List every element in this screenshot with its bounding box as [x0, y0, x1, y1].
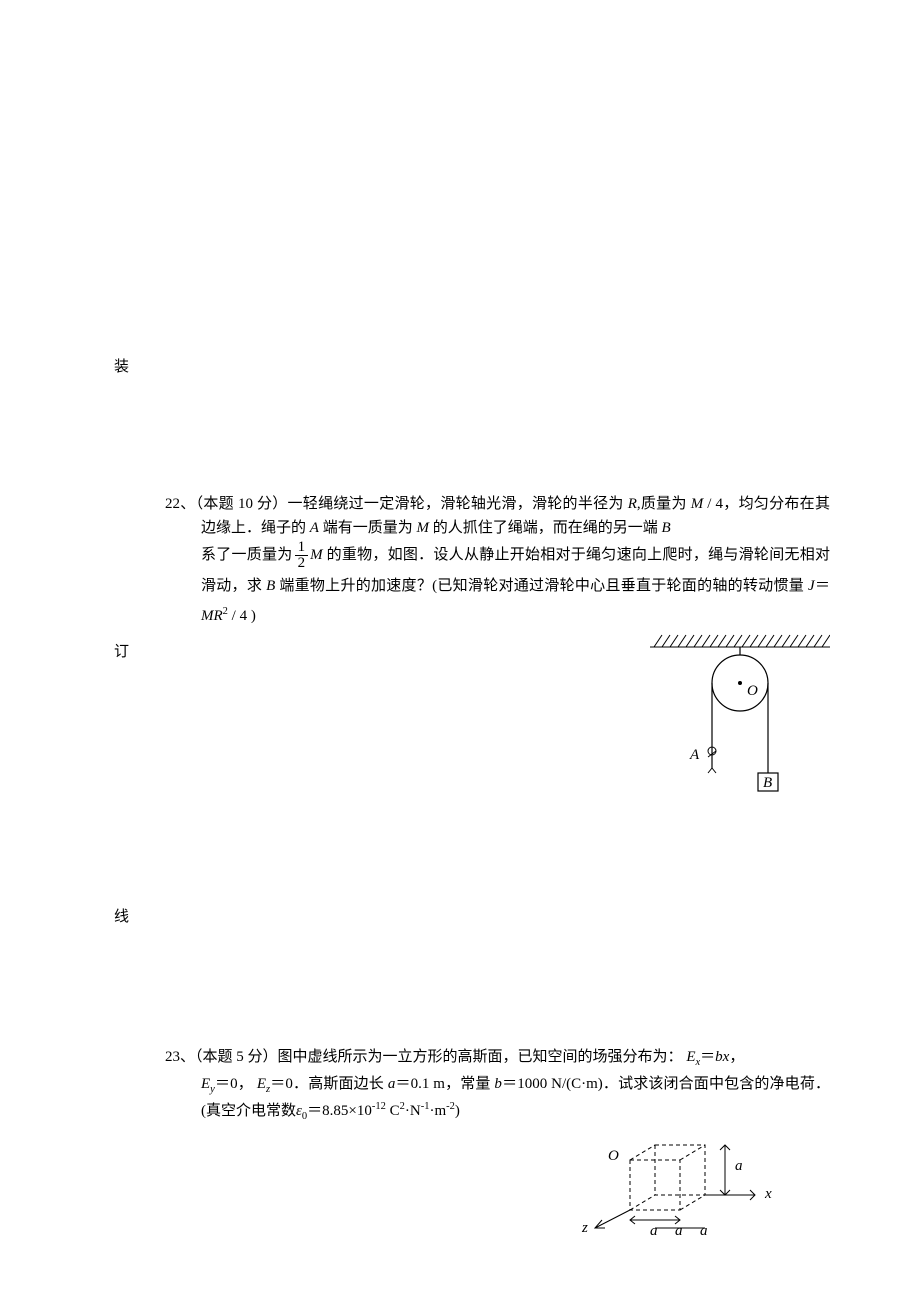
- q23-sup-12: -12: [372, 1101, 386, 1112]
- q23-end: ): [455, 1103, 460, 1119]
- q23-t1: 图中虚线所示为一立方形的高斯面，已知空间的场强分布为：: [278, 1049, 683, 1065]
- q22-frac-den: 2: [295, 556, 309, 571]
- q22-t2c: 端重物上升的加速度？(已知滑轮对通过滑轮中心且垂直于轮面的轴的转动惯量: [275, 578, 808, 594]
- q23-eq1: ＝: [700, 1049, 715, 1065]
- q23-eq6: ＝8.85×10: [307, 1103, 372, 1119]
- q23-text: 23、（本题 5 分）图中虚线所示为一立方形的高斯面，已知空间的场强分布为： E…: [165, 1045, 830, 1072]
- cube-label-O: O: [608, 1148, 619, 1164]
- q22-frac: 12: [295, 540, 309, 571]
- cube-label-a2: a: [650, 1223, 658, 1239]
- pulley-label-B: B: [763, 775, 772, 791]
- figure-cube: O x z a a a a: [560, 1140, 800, 1240]
- pulley-svg: O A B: [650, 633, 830, 813]
- cube-label-a4: a: [700, 1223, 708, 1239]
- q22-M3: M: [310, 547, 323, 563]
- q22-t2: 系了一质量为: [201, 547, 293, 563]
- q23-points-suffix: 分）: [244, 1049, 278, 1065]
- q22-M: M: [691, 496, 704, 512]
- q23-points-prefix: （本题: [195, 1049, 236, 1065]
- q23-Ey: E: [201, 1076, 210, 1092]
- q22-B2: B: [266, 578, 275, 594]
- q23-bx: bx: [715, 1049, 729, 1065]
- cube-label-x: x: [764, 1186, 772, 1202]
- cube-label-a1: a: [735, 1158, 743, 1174]
- question-22: 22、（本题 10 分）一轻绳绕过一定滑轮，滑轮轴光滑，滑轮的半径为 R,质量为…: [165, 492, 830, 631]
- q22-t1b: ,质量为: [637, 496, 691, 512]
- margin-zhuang: 装: [114, 355, 129, 379]
- q23-points-val: 5: [236, 1049, 244, 1065]
- pulley-label-A: A: [689, 747, 700, 763]
- q22-J: J: [808, 578, 815, 594]
- q23-Ez: E: [257, 1076, 266, 1092]
- q23-b: b: [494, 1076, 502, 1092]
- q22-t1: 一轻绳绕过一定滑轮，滑轮轴光滑，滑轮的半径为: [288, 496, 628, 512]
- q23-unit3: ·m: [429, 1103, 446, 1119]
- q22-text-line2: 系了一质量为12M 的重物，如图．设人从静止开始相对于绳匀速向上爬时，绳与滑轮间…: [165, 540, 830, 631]
- pulley-label-O: O: [747, 683, 758, 699]
- cube-label-z: z: [581, 1220, 588, 1236]
- q23-unit2: ·N: [405, 1103, 421, 1119]
- q22-t1e: 的人抓住了绳端，而在绳的另一端: [429, 520, 662, 536]
- q23-number: 23、: [165, 1049, 195, 1065]
- q23-sup-2: -2: [446, 1101, 455, 1112]
- q22-t2d: / 4 ): [228, 608, 256, 624]
- q22-R: R: [628, 496, 637, 512]
- figure-pulley: O A B: [650, 633, 830, 813]
- q22-frac-num: 1: [295, 540, 309, 556]
- q23-eq3: ＝0．高斯面边长: [270, 1076, 388, 1092]
- margin-xian: 线: [114, 905, 129, 929]
- q22-eq: ＝: [815, 578, 830, 594]
- q22-points-suffix: 分）: [253, 496, 288, 512]
- q23-t1b: ，: [729, 1049, 744, 1065]
- question-23: 23、（本题 5 分）图中虚线所示为一立方形的高斯面，已知空间的场强分布为： E…: [165, 1045, 830, 1125]
- q23-eq4: ＝0.1 m，常量: [395, 1076, 494, 1092]
- q22-M2: M: [416, 520, 429, 536]
- margin-ding: 订: [114, 640, 129, 664]
- q23-unit: C: [386, 1103, 400, 1119]
- q22-MR: MR: [201, 608, 223, 624]
- q22-A: A: [310, 520, 319, 536]
- q22-B: B: [661, 520, 670, 536]
- cube-label-a3: a: [675, 1223, 683, 1239]
- q22-points-val: 10: [238, 496, 253, 512]
- cube-svg: O x z a a a a: [560, 1140, 800, 1240]
- q23-text-line2: Ey＝0， Ez＝0．高斯面边长 a＝0.1 m，常量 b＝1000 N/(C·…: [165, 1072, 830, 1126]
- q22-number: 22、: [165, 496, 196, 512]
- q23-eq2: ＝0，: [215, 1076, 253, 1092]
- q22-t1d: 端有一质量为: [319, 520, 417, 536]
- q22-text: 22、（本题 10 分）一轻绳绕过一定滑轮，滑轮轴光滑，滑轮的半径为 R,质量为…: [165, 492, 830, 540]
- q22-points-prefix: （本题: [196, 496, 238, 512]
